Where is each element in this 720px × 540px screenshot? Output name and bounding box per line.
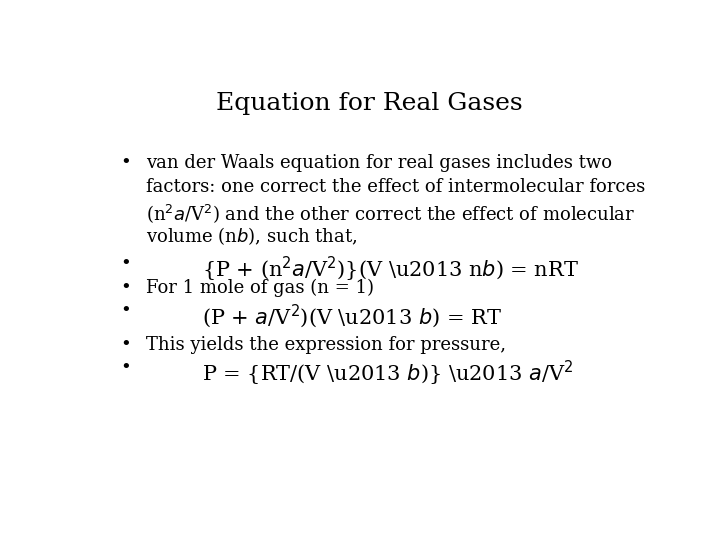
Text: •: • [121,255,132,273]
Text: P = {RT/(V \u2013 $b$)} \u2013 $a$/V$^2$: P = {RT/(V \u2013 $b$)} \u2013 $a$/V$^2$ [202,359,573,388]
Text: •: • [121,359,132,377]
Text: van der Waals equation for real gases includes two: van der Waals equation for real gases in… [145,154,612,172]
Text: For 1 mole of gas (n = 1): For 1 mole of gas (n = 1) [145,279,374,297]
Text: •: • [121,302,132,320]
Text: •: • [121,154,132,172]
Text: •: • [121,279,132,296]
Text: (P + $a$/V$^2$)(V \u2013 $b$) = RT: (P + $a$/V$^2$)(V \u2013 $b$) = RT [202,302,501,330]
Text: (n$^2$$a$/V$^2$) and the other correct the effect of molecular: (n$^2$$a$/V$^2$) and the other correct t… [145,201,635,225]
Text: factors: one correct the effect of intermolecular forces: factors: one correct the effect of inter… [145,178,645,196]
Text: volume (n$b$), such that,: volume (n$b$), such that, [145,225,357,247]
Text: •: • [121,335,132,354]
Text: {P + (n$^2$$a$/V$^2$)}(V \u2013 n$b$) = nRT: {P + (n$^2$$a$/V$^2$)}(V \u2013 n$b$) = … [202,255,578,284]
Text: Equation for Real Gases: Equation for Real Gases [216,92,522,115]
Text: This yields the expression for pressure,: This yields the expression for pressure, [145,335,505,354]
